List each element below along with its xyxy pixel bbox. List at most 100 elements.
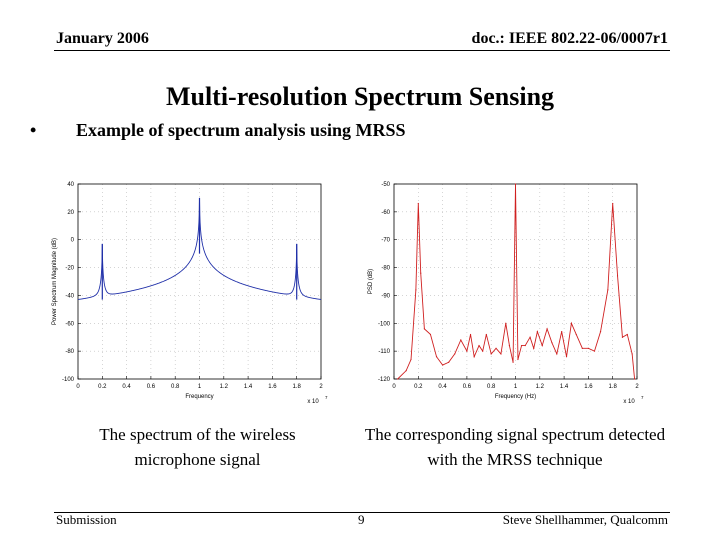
right-chart-point [473, 356, 475, 358]
footer-author: Steve Shellhammer, Qualcomm [502, 512, 668, 527]
right-chart-point [551, 342, 553, 344]
right-chart-point [556, 353, 558, 355]
right-chart-point [505, 322, 507, 324]
right-chart-point [536, 331, 538, 333]
right-chart-xtick-label: 1 [514, 384, 518, 390]
left-chart-xtick-label: 1.4 [244, 384, 253, 390]
slide-title: Multi-resolution Spectrum Sensing [165, 82, 555, 111]
right-chart-x-multiplier: x 10 [623, 399, 635, 405]
right-chart-point [454, 353, 456, 355]
right-chart-xtick-label: 1.4 [560, 384, 569, 390]
right-chart-point [626, 333, 628, 336]
footer-submission: Submission [56, 512, 117, 527]
right-chart-xtick-label: 0.4 [438, 384, 447, 390]
right-chart-ytick-label: -120 [378, 377, 391, 383]
right-chart-xtick-label: 0 [392, 384, 396, 390]
right-chart-point [570, 322, 572, 324]
right-chart-ytick-label: -60 [381, 210, 390, 216]
left-chart-xtick-label: 0 [76, 384, 80, 390]
right-chart-series-line [397, 183, 636, 380]
right-chart-xtick-label: 2 [635, 384, 639, 390]
right-chart-point [490, 353, 492, 355]
right-chart-point [415, 289, 417, 291]
right-chart-point [517, 358, 519, 361]
left-chart-ytick-label: -40 [65, 293, 74, 299]
left-chart-xtick-label: 0.2 [98, 384, 107, 390]
right-chart-ytick-label: -100 [378, 321, 391, 327]
right-chart-xtick-label: 1.8 [609, 384, 618, 390]
right-chart-point [466, 350, 468, 352]
right-chart-point [485, 333, 487, 336]
left-chart-x-exponent: 7 [325, 395, 328, 400]
right-chart-xtick-label: 0.2 [414, 384, 423, 390]
right-chart-point [520, 344, 523, 347]
right-chart-point [612, 202, 614, 205]
left-chart-xlabel: Frequency [185, 394, 213, 400]
right-chart-ytick-label: -90 [381, 293, 390, 299]
right-chart-point [405, 370, 407, 372]
right-chart-point [633, 378, 636, 380]
right-chart-point [529, 336, 531, 338]
right-chart-point [469, 333, 472, 336]
right-chart-point [495, 347, 497, 349]
right-chart-xtick-label: 1.6 [584, 384, 593, 390]
footer-divider [54, 512, 670, 513]
right-chart-point [533, 347, 535, 349]
left-chart-xtick-label: 1 [198, 384, 202, 390]
right-chart-point [442, 364, 444, 366]
right-chart-point [575, 333, 577, 336]
left-chart-xtick-label: 2 [319, 384, 323, 390]
right-chart-xtick-label: 0.8 [487, 384, 496, 390]
right-chart-point [593, 350, 596, 352]
right-chart-point [621, 336, 624, 338]
right-chart-point [565, 356, 568, 358]
right-chart-ytick-label: -50 [381, 182, 390, 188]
right-chart-point [397, 378, 399, 380]
right-chart-point [631, 353, 633, 355]
right-chart-point [448, 361, 450, 363]
right-chart-ytick-label: -110 [378, 349, 390, 355]
header-divider [54, 50, 670, 51]
right-chart-point [561, 331, 563, 333]
footer-page-number: 9 [358, 512, 365, 527]
right-chart-point [460, 339, 462, 341]
left-chart-x-multiplier: x 10 [307, 399, 319, 405]
left-chart-ytick-label: -80 [65, 349, 74, 355]
left-chart-ylabel: Power Spectrum Magnitude (dB) [52, 238, 58, 325]
header-date: January 2006 [56, 30, 149, 47]
right-chart-caption: The corresponding signal spectrum detect… [364, 425, 666, 469]
right-chart-ytick-label: -70 [381, 238, 390, 244]
right-chart-point [524, 344, 526, 347]
right-chart-point [616, 275, 619, 277]
right-chart-point [546, 328, 548, 330]
left-chart-xtick-label: 0.4 [122, 384, 131, 390]
right-chart-point [435, 356, 438, 358]
left-chart-ytick-label: -100 [62, 377, 75, 383]
right-chart-point [410, 358, 412, 361]
bullet-marker: • [30, 120, 37, 140]
right-chart-point [429, 333, 432, 336]
left-chart-ytick-label: 0 [71, 238, 75, 244]
left-chart-caption: The spectrum of the wireless microphone … [99, 425, 296, 469]
right-chart-point [512, 361, 514, 363]
right-chart-xlabel: Frequency (Hz) [495, 394, 536, 400]
header-doc-id: doc.: IEEE 802.22-06/0007r1 [471, 30, 668, 47]
right-chart-point [581, 347, 583, 349]
right-chart-point [514, 183, 517, 185]
left-chart-xtick-label: 1.8 [293, 384, 302, 390]
right-chart-ylabel: PSD (dB) [368, 269, 374, 294]
right-chart-point [508, 344, 511, 347]
right-chart-point [599, 331, 602, 333]
right-chart-point [500, 353, 502, 355]
left-chart-xtick-label: 0.6 [147, 384, 156, 390]
right-chart-point [482, 350, 484, 352]
left-chart-ytick-label: 40 [67, 182, 74, 188]
right-chart-ytick-label: -80 [381, 266, 390, 272]
right-chart-point [607, 289, 609, 291]
left-chart-xtick-label: 0.8 [171, 384, 180, 390]
right-chart-point [541, 344, 543, 347]
left-chart-ytick-label: -60 [65, 321, 74, 327]
right-chart-point [417, 202, 419, 205]
right-chart-point [587, 347, 590, 349]
